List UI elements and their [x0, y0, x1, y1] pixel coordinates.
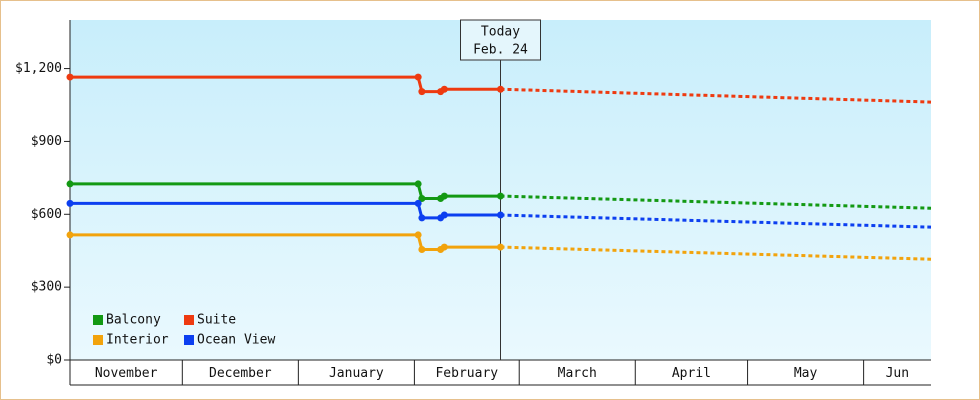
- price-line: [70, 182, 501, 200]
- price-point: [497, 85, 504, 93]
- today-box: [460, 19, 541, 61]
- forecast-line: [500, 87, 932, 104]
- price-point: [414, 199, 422, 207]
- price-point: [418, 214, 426, 222]
- price-point: [440, 243, 448, 251]
- price-point: [497, 192, 504, 200]
- legend-swatch: [184, 315, 194, 325]
- forecast-line: [500, 213, 932, 229]
- y-tick-label: $1,200: [15, 61, 62, 76]
- month-label: January: [329, 366, 384, 381]
- month-label: March: [558, 366, 597, 381]
- price-point: [414, 73, 422, 81]
- legend-label: Suite: [197, 313, 236, 328]
- legend-label: Balcony: [106, 313, 161, 328]
- price-point: [66, 231, 74, 239]
- y-tick-label: $300: [31, 280, 62, 295]
- forecast-line: [500, 194, 932, 210]
- today-label: Today: [481, 25, 520, 40]
- price-point: [418, 195, 426, 202]
- price-point: [66, 73, 74, 81]
- legend-label: Ocean View: [197, 333, 275, 348]
- price-line: [70, 75, 501, 94]
- price-point: [440, 85, 448, 93]
- y-tick-label: $900: [31, 134, 62, 149]
- price-point: [440, 211, 448, 219]
- price-point: [66, 199, 74, 207]
- month-label: February: [435, 366, 498, 381]
- legend-swatch: [93, 335, 103, 345]
- month-label: November: [95, 366, 158, 381]
- price-point: [414, 231, 422, 239]
- legend-swatch: [93, 315, 103, 325]
- month-label: December: [209, 366, 272, 381]
- price-point: [418, 246, 426, 253]
- price-point: [440, 192, 448, 200]
- legend-swatch: [184, 335, 194, 345]
- price-point: [497, 243, 504, 251]
- y-tick-label: $0: [46, 353, 62, 368]
- price-point: [497, 211, 504, 219]
- price-point: [414, 180, 422, 188]
- price-line: [70, 201, 501, 220]
- price-point: [418, 88, 426, 96]
- legend-label: Interior: [106, 333, 169, 348]
- month-label: Jun: [886, 366, 909, 381]
- price-point: [66, 180, 74, 188]
- month-label: April: [672, 366, 711, 381]
- y-tick-label: $600: [31, 207, 62, 222]
- price-line: [70, 233, 501, 251]
- today-date: Feb. 24: [473, 43, 528, 58]
- month-label: May: [794, 366, 818, 381]
- forecast-line: [500, 245, 932, 261]
